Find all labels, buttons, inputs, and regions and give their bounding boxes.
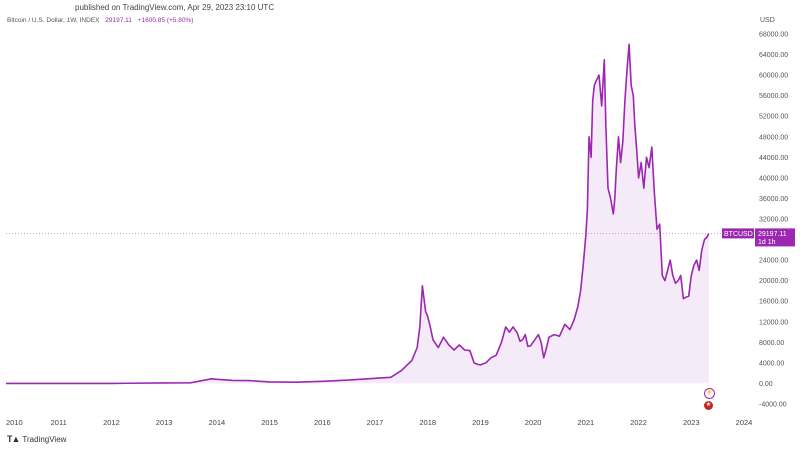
price-line: [6, 43, 710, 385]
currency-unit: USD: [760, 17, 775, 24]
y-tick-label: 68000.00: [759, 32, 788, 39]
price-tag: BTCUSD 29197.11 1d 1h: [722, 228, 795, 247]
y-tick-label: 0.00: [759, 381, 773, 388]
x-tick-label: 2020: [525, 418, 542, 427]
y-tick-label: 64000.00: [759, 52, 788, 59]
y-tick-label: -4000.00: [759, 402, 787, 409]
y-tick-label: 4000.00: [759, 360, 784, 367]
y-axis[interactable]: 68000.00 64000.00 60000.00 56000.00 52000.00…: [759, 32, 788, 409]
x-tick-label: 2011: [51, 418, 67, 427]
symbol-title: Bitcoin / U.S. Dollar, 1W, INDEX: [7, 17, 100, 24]
price-tag-symbol: BTCUSD: [724, 231, 753, 238]
x-tick-label: 2014: [209, 418, 226, 427]
us-flag-icon[interactable]: ★: [704, 401, 713, 410]
last-price: 29197.11: [105, 17, 132, 24]
y-tick-label: 48000.00: [759, 134, 788, 141]
price-change: +1600.85 (+5.80%): [137, 17, 194, 24]
y-tick-label: 12000.00: [759, 319, 788, 326]
y-tick-label: 56000.00: [759, 93, 788, 100]
symbol-legend: Bitcoin / U.S. Dollar, 1W, INDEX 29197.1…: [7, 17, 193, 24]
y-tick-label: 40000.00: [759, 175, 788, 182]
x-tick-label: 2018: [419, 418, 436, 427]
x-tick-label: 2015: [261, 418, 278, 427]
price-tag-value-box: [755, 228, 795, 247]
x-tick-label: 2024: [736, 418, 753, 427]
tradingview-brand[interactable]: T▲ TradingView: [7, 434, 66, 444]
y-tick-label: 44000.00: [759, 155, 788, 162]
published-note: published on TradingView.com, Apr 29, 20…: [75, 3, 275, 12]
x-tick-label: 2019: [472, 418, 489, 427]
x-tick-label: 2023: [683, 418, 700, 427]
y-tick-label: 8000.00: [759, 340, 784, 347]
price-tag-symbol-box: [722, 228, 754, 239]
x-tick-label: 2022: [630, 418, 647, 427]
x-tick-label: 2012: [103, 418, 120, 427]
y-tick-label: 16000.00: [759, 299, 788, 306]
lightning-icon[interactable]: ⚡: [704, 388, 715, 399]
tradingview-logo-icon: T▲: [7, 434, 20, 444]
x-tick-label: 2013: [156, 418, 173, 427]
y-tick-label: 60000.00: [759, 73, 788, 80]
x-tick-label: 2017: [367, 418, 384, 427]
x-axis[interactable]: 2010 2011 2012 2013 2014 2015 2016 2017 2018 2019…: [6, 418, 752, 427]
x-tick-label: 2010: [6, 418, 23, 427]
y-tick-label: 20000.00: [759, 278, 788, 285]
x-tick-label: 2016: [314, 418, 331, 427]
price-area: [6, 44, 709, 384]
y-tick-label: 24000.00: [759, 258, 788, 265]
price-tag-countdown: 1d 1h: [758, 239, 776, 246]
y-tick-label: 32000.00: [759, 217, 788, 224]
y-tick-label: 36000.00: [759, 196, 788, 203]
y-tick-label: 52000.00: [759, 114, 788, 121]
brand-name: TradingView: [22, 434, 67, 444]
x-tick-label: 2021: [578, 418, 595, 427]
price-tag-value: 29197.11: [758, 231, 787, 238]
